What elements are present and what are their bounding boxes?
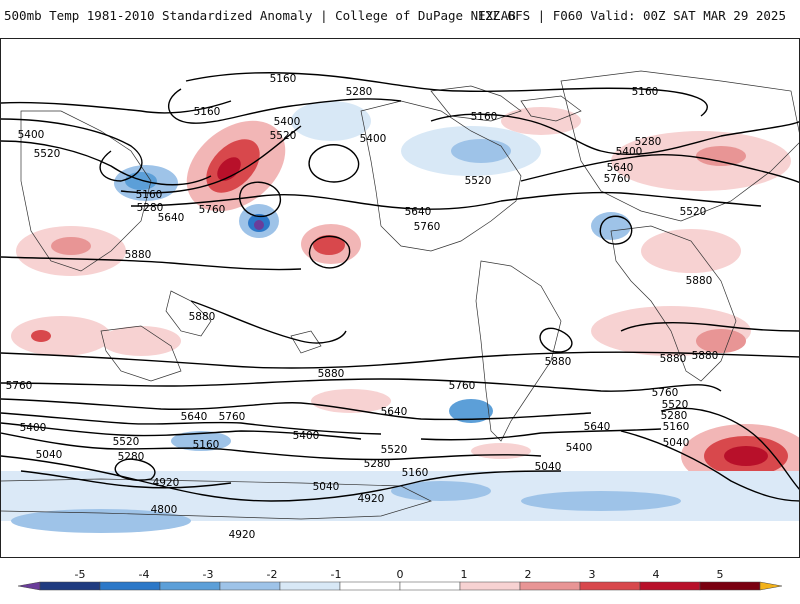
colorbar-tick-label: -3 <box>203 568 214 581</box>
colorbar-segment <box>639 581 701 591</box>
contour-label: 4920 <box>358 493 385 505</box>
colorbar-segment <box>459 581 521 591</box>
colorbar-segment <box>699 581 761 591</box>
colorbar-segment <box>579 581 641 591</box>
model-run-info: 12Z GFS | F060 Valid: 00Z SAT MAR 29 202… <box>477 8 786 23</box>
contour-label: 5160 <box>663 421 690 433</box>
colorbar-tick-label: 1 <box>461 568 468 581</box>
contour-label: 5280 <box>346 86 373 98</box>
contour-label: 5760 <box>219 411 246 423</box>
contour-label: 5520 <box>680 206 707 218</box>
contour-label: 5640 <box>181 411 208 423</box>
contour-label: 5400 <box>293 430 320 442</box>
contour-label: 5520 <box>662 399 689 411</box>
colorbar-min-arrow <box>17 581 41 591</box>
contour-label: 5280 <box>137 202 164 214</box>
contour-label: 5760 <box>449 380 476 392</box>
contour-label: 5520 <box>113 436 140 448</box>
contour-label: 5160 <box>270 73 297 85</box>
contour-label: 4920 <box>229 529 256 541</box>
colorbar-segment <box>519 581 581 591</box>
contour-label: 5160 <box>194 106 221 118</box>
map-panel[interactable]: 5160 5280 5160 5400 5520 5400 5520 5160 5280 5640… <box>0 38 800 558</box>
header: 500mb Temp 1981-2010 Standardized Anomal… <box>0 0 800 30</box>
contour-label: 5880 <box>189 311 216 323</box>
contour-label: 5280 <box>661 410 688 422</box>
contour-label: 5400 <box>20 422 47 434</box>
contour-label: 5280 <box>118 451 145 463</box>
contour-label: 5880 <box>125 249 152 261</box>
colorbar-segment <box>399 581 461 591</box>
colorbar-segment <box>339 581 401 591</box>
contour-label: 5400 <box>360 133 387 145</box>
colorbar-segment <box>99 581 161 591</box>
contour-label: 5400 <box>274 116 301 128</box>
contour-label: 5280 <box>635 136 662 148</box>
contour-label: 5400 <box>18 129 45 141</box>
contour-label: 5880 <box>692 350 719 362</box>
contour-label: 5880 <box>545 356 572 368</box>
colorbar-tick-label: -1 <box>331 568 342 581</box>
contour-label: 5160 <box>136 189 163 201</box>
colorbar-tick-label: 2 <box>525 568 532 581</box>
contour-label: 5160 <box>193 439 220 451</box>
colorbar-tick-label: -2 <box>267 568 278 581</box>
contour-label: 5040 <box>535 461 562 473</box>
colorbar: -5 -4 -3 -2 -1 0 1 2 3 4 5 <box>17 568 783 591</box>
contour-label: 5640 <box>381 406 408 418</box>
colorbar-tick-label: -4 <box>139 568 150 581</box>
colorbar-tick-label: 0 <box>397 568 404 581</box>
contour-label: 5160 <box>632 86 659 98</box>
contour-label: 5760 <box>414 221 441 233</box>
contour-labels: 5160528051605400552054005520516052805640… <box>6 73 719 541</box>
contour-label: 5640 <box>405 206 432 218</box>
colorbar-segment <box>159 581 221 591</box>
contour-label: 5640 <box>158 212 185 224</box>
contour-label: 5760 <box>6 380 33 392</box>
contour-label: 5520 <box>34 148 61 160</box>
color-legend: -5 -4 -3 -2 -1 0 1 2 3 4 5 <box>0 568 800 600</box>
contour-label: 5400 <box>566 442 593 454</box>
contour-label: 5040 <box>36 449 63 461</box>
contour-label: 5760 <box>604 173 631 185</box>
contour-label: 5880 <box>318 368 345 380</box>
contour-label: 5400 <box>616 146 643 158</box>
colorbar-segment <box>279 581 341 591</box>
contour-label: 5880 <box>660 353 687 365</box>
colorbar-tick-label: 4 <box>653 568 660 581</box>
contour-label: 4800 <box>151 504 178 516</box>
contour-label: 5520 <box>465 175 492 187</box>
colorbar-tick-label: -5 <box>75 568 86 581</box>
contour-label: 5040 <box>663 437 690 449</box>
contour-label: 5520 <box>270 130 297 142</box>
anomaly-shading <box>1 101 799 533</box>
colorbar-segment <box>219 581 281 591</box>
height-contours <box>1 72 799 502</box>
contour-label: 5760 <box>652 387 679 399</box>
contour-label: 5280 <box>364 458 391 470</box>
contour-label: 5160 <box>402 467 429 479</box>
colorbar-max-arrow <box>759 581 783 591</box>
contour-label: 5040 <box>313 481 340 493</box>
contour-label: 5640 <box>607 162 634 174</box>
colorbar-tick-label: 5 <box>717 568 724 581</box>
map-title: 500mb Temp 1981-2010 Standardized Anomal… <box>4 8 516 23</box>
contour-label: 4920 <box>153 477 180 489</box>
contour-label: 5640 <box>584 421 611 433</box>
colorbar-tick-label: 3 <box>589 568 596 581</box>
contour-label: 5520 <box>381 444 408 456</box>
colorbar-segment <box>39 581 101 591</box>
contour-label: 5760 <box>199 204 226 216</box>
anomaly-map: 5160528051605400552054005520516052805640… <box>1 70 799 541</box>
contour-label: 5880 <box>686 275 713 287</box>
contour-label: 5160 <box>471 111 498 123</box>
